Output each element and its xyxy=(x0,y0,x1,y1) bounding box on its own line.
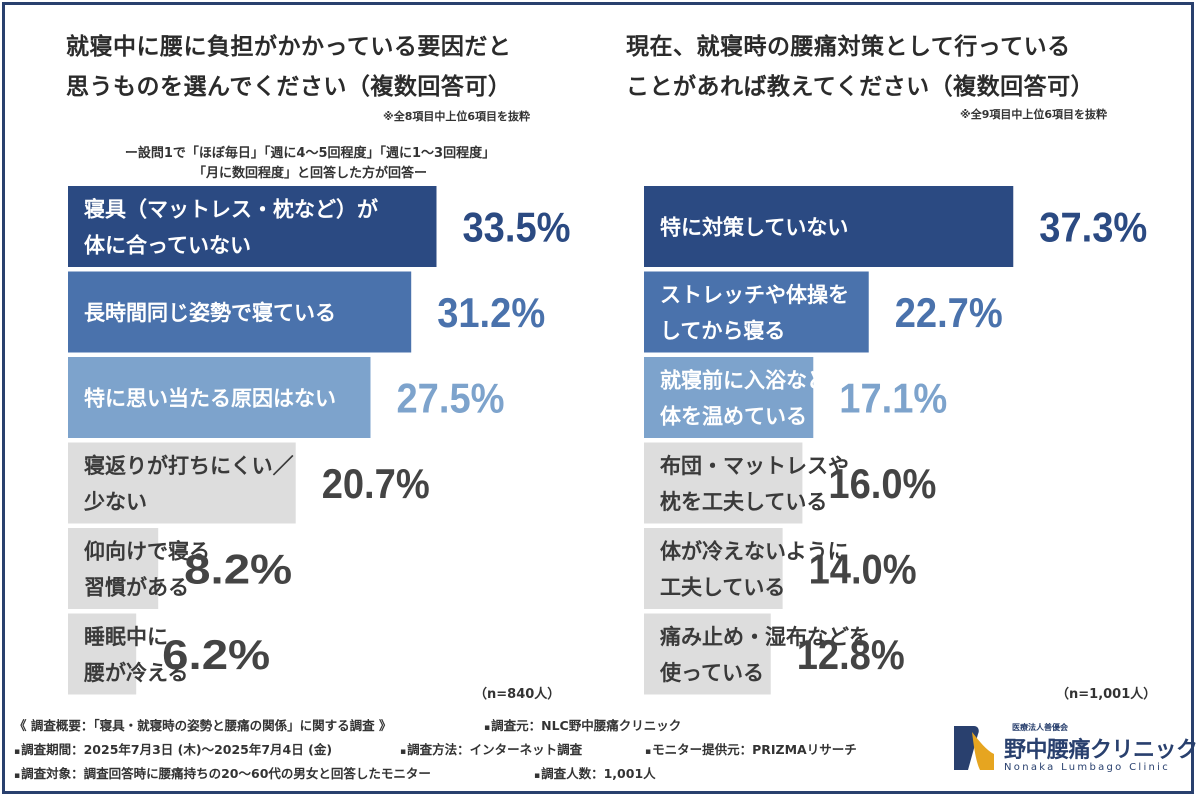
left-bar-label-4-line-1: 寝返りが打ちにくい／ xyxy=(84,454,294,478)
left-bar-label-6-line-1: 睡眠中に xyxy=(84,625,168,649)
right-bar-label-2-line-1: ストレッチや体操を xyxy=(660,283,849,307)
logo-subtitle: 医療法人善優会 xyxy=(1012,723,1068,732)
right-value-label-4: 16.0% xyxy=(828,460,936,507)
right-bar-label-3-line-1: 就寝前に入浴などで xyxy=(660,369,849,393)
left-title-line-2: 思うものを選んでください（複数回答可） xyxy=(66,74,512,100)
right-bar-label-6-line-2: 使っている xyxy=(659,661,764,685)
clinic-logo-icon xyxy=(954,726,994,770)
footer-period: ▪調査期間：2025年7月3日 (木)〜2025年7月4日 (金) xyxy=(14,739,332,758)
left-value-label-4: 20.7% xyxy=(322,460,430,507)
left-bar-label-3-line-1: 特に思い当たる原因はない xyxy=(84,387,336,411)
right-bar-label-6-line-1: 痛み止め・湿布などを xyxy=(660,625,870,649)
footer-count: ▪調査人数：1,001人 xyxy=(534,763,656,782)
right-value-label-5: 14.0% xyxy=(809,546,917,593)
left-bar-label-1-line-2: 体に合っていない xyxy=(84,234,251,258)
logo-english: Nonaka Lumbago Clinic xyxy=(1004,762,1171,773)
right-note: ※全9項目中上位6項目を抜粋 xyxy=(960,108,1108,121)
left-bar-6 xyxy=(68,613,137,695)
right-bar-5 xyxy=(644,528,783,609)
footer-method-text: 調査方法：インターネット調査 xyxy=(407,742,583,757)
left-value-label-2: 31.2% xyxy=(437,289,545,336)
footer-count-text: 調査人数：1,001人 xyxy=(541,766,656,781)
right-bar-label-5-line-2: 工夫している xyxy=(660,576,785,600)
right-bar-label-5-line-1: 体が冷えないように xyxy=(660,540,849,564)
left-value-label-5: 8.2% xyxy=(184,546,292,593)
bullet-icon: ▪ xyxy=(484,723,491,733)
bullet-icon: ▪ xyxy=(534,771,541,781)
left-title-line-1: 就寝中に腰に負担がかかっている要因だと xyxy=(66,34,512,60)
right-value-label-1: 37.3% xyxy=(1039,204,1147,251)
right-bar-label-3-line-2: 体を温めている xyxy=(660,405,807,429)
bullet-icon: ▪ xyxy=(400,747,407,757)
left-bar-label-5-line-2: 習慣がある xyxy=(84,576,189,600)
left-bar-label-6-line-2: 腰が冷える xyxy=(83,661,188,685)
left-value-label-1: 33.5% xyxy=(463,204,571,251)
right-bar-2 xyxy=(644,271,869,353)
footer-provider: ▪モニター提供元：PRIZMAリサーチ xyxy=(645,739,857,758)
left-bar-4 xyxy=(68,442,296,524)
logo-name: 野中腰痛クリニック xyxy=(1004,738,1196,763)
left-bar-3 xyxy=(68,357,371,438)
left-bar-5 xyxy=(68,528,159,609)
footer-source-text: 調査元：NLC野中腰痛クリニック xyxy=(491,718,682,733)
right-bar-label-4-line-1: 布団・マットレスや xyxy=(660,454,849,478)
footer-provider-text: モニター提供元：PRIZMAリサーチ xyxy=(652,742,857,757)
left-bar-label-1-line-1: 寝具（マットレス・枕など）が xyxy=(84,198,378,222)
right-bar-label-4-line-2: 枕を工夫している xyxy=(660,490,827,514)
right-bar-6 xyxy=(644,613,771,695)
footer-target-text: 調査対象：調査回答時に腰痛持ちの20〜60代の男女と回答したモニター xyxy=(21,766,431,781)
right-bar-label-1-line-1: 特に対策していない xyxy=(660,216,848,240)
right-value-label-2: 22.7% xyxy=(895,289,1003,336)
right-bar-label-2-line-2: してから寝る xyxy=(660,319,785,343)
left-bar-label-4-line-2: 少ない xyxy=(83,490,147,514)
bullet-icon: ▪ xyxy=(645,747,652,757)
bullet-icon: ▪ xyxy=(14,747,21,757)
left-sample-size: （n=840人） xyxy=(474,687,561,702)
footer-period-text: 調査期間：2025年7月3日 (木)〜2025年7月4日 (金) xyxy=(21,742,333,757)
left-bar-label-2-line-1: 長時間同じ姿勢で寝ている xyxy=(84,301,336,325)
right-bar-1 xyxy=(644,186,1014,267)
right-title-line-1: 現在、就寝時の腰痛対策として行っている xyxy=(626,34,1071,60)
footer-target: ▪調査対象：調査回答時に腰痛持ちの20〜60代の男女と回答したモニター xyxy=(14,763,431,782)
right-bar-4 xyxy=(644,442,803,524)
left-bar-label-5-line-1: 仰向けで寝る xyxy=(84,540,210,564)
right-sample-size: （n=1,001人） xyxy=(1056,687,1157,702)
footer-source: ▪調査元：NLC野中腰痛クリニック xyxy=(484,715,681,734)
right-value-label-3: 17.1% xyxy=(839,375,947,422)
left-value-label-3: 27.5% xyxy=(397,375,505,422)
left-bar-1 xyxy=(68,186,437,267)
right-title-line-2: ことがあれば教えてください（複数回答可） xyxy=(626,74,1095,100)
left-value-label-6: 6.2% xyxy=(162,631,270,678)
footer-survey: 《 調査概要：「寝具・就寝時の姿勢と腰痛の関係」に関する調査 》 xyxy=(14,718,392,733)
right-bar-3 xyxy=(644,357,814,438)
left-note: ※全8項目中上位6項目を抜粋 xyxy=(383,110,531,123)
footer-method: ▪調査方法：インターネット調査 xyxy=(400,739,582,758)
left-condition-line-1: ー設問1で「ほぼ毎日」「週に4〜5回程度」「週に1〜3回程度」 xyxy=(124,146,496,161)
left-condition-line-2: 「月に数回程度」と回答した方が回答ー xyxy=(192,166,427,181)
left-bar-2 xyxy=(68,271,412,353)
bullet-icon: ▪ xyxy=(14,771,21,781)
right-value-label-6: 12.8% xyxy=(797,631,905,678)
